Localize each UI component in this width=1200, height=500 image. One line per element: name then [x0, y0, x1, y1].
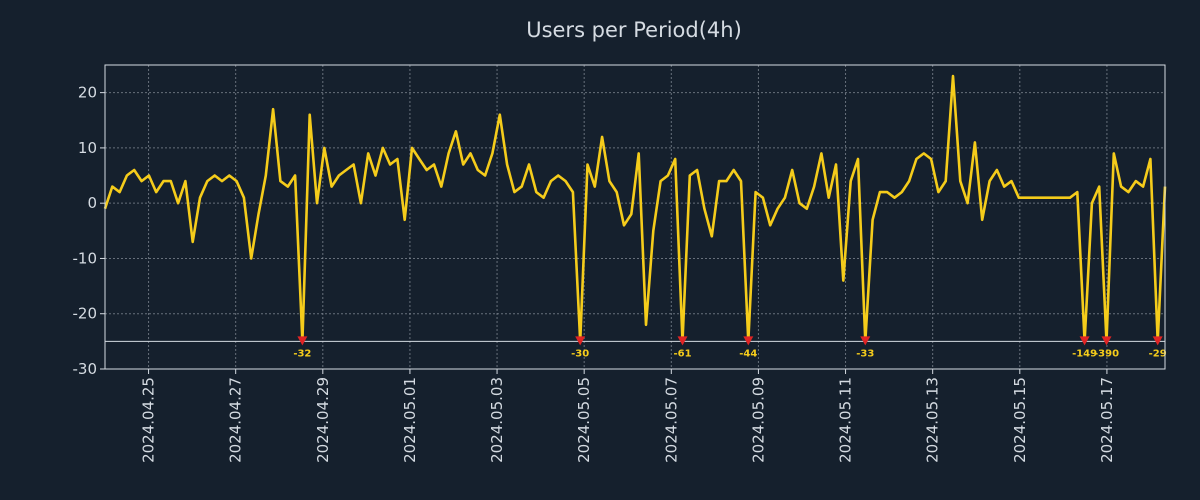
- clipped-point-marker: [1152, 336, 1163, 346]
- x-tick-label: 2024.05.17: [1098, 377, 1116, 463]
- y-tick-label: -30: [73, 360, 98, 378]
- y-axis: -30 -20 -10 0 10 20: [73, 84, 105, 378]
- x-tick-label: 2024.05.15: [1011, 377, 1029, 463]
- clipped-point-marker: [575, 336, 586, 346]
- x-tick-label: 2024.05.03: [488, 377, 506, 463]
- clipped-value-label: -44: [739, 348, 757, 359]
- clipped-value-label: -61: [673, 348, 691, 359]
- clipped-value-label: -30: [571, 348, 589, 359]
- y-tick-label: 10: [78, 139, 97, 157]
- y-tick-label: 0: [87, 194, 97, 212]
- x-axis: 2024.04.25 2024.04.27 2024.04.29 2024.05.01…: [140, 369, 1116, 463]
- clipped-point-marker: [297, 336, 308, 346]
- x-tick-label: 2024.05.07: [662, 377, 680, 463]
- clipped-point-marker: [677, 336, 688, 346]
- clipped-value-label: -32: [293, 348, 311, 359]
- x-tick-label: 2024.05.09: [749, 377, 767, 463]
- y-tick-label: 20: [78, 84, 97, 102]
- clipped-value-label: -33: [856, 348, 874, 359]
- x-tick-label: 2024.05.11: [837, 377, 855, 463]
- chart-title: Users per Period(4h): [526, 18, 742, 42]
- plot-frame: [104, 64, 1166, 370]
- clipped-value-label: -29: [1149, 348, 1167, 359]
- x-tick-label: 2024.04.27: [227, 377, 245, 463]
- clipped-point-marker: [860, 336, 871, 346]
- grid: [105, 65, 1165, 370]
- y-tick-label: -10: [73, 249, 98, 267]
- clipped-value-label: -149: [1072, 348, 1097, 359]
- x-tick-label: 2024.04.25: [140, 377, 158, 463]
- clipped-point-marker: [1079, 336, 1090, 346]
- series-line-users: [103, 74, 1167, 343]
- x-tick-label: 2024.05.13: [924, 377, 942, 463]
- x-tick-label: 2024.05.05: [575, 377, 593, 463]
- clipped-markers: -32 -30 -61 -44 -33 -149-390 -29: [293, 336, 1167, 359]
- y-tick-label: -20: [73, 305, 98, 323]
- clipped-point-marker: [743, 336, 754, 346]
- x-tick-label: 2024.04.29: [314, 377, 332, 463]
- clipped-value-label: -390: [1094, 348, 1119, 359]
- x-tick-label: 2024.05.01: [401, 377, 419, 463]
- clipped-point-marker: [1101, 336, 1112, 346]
